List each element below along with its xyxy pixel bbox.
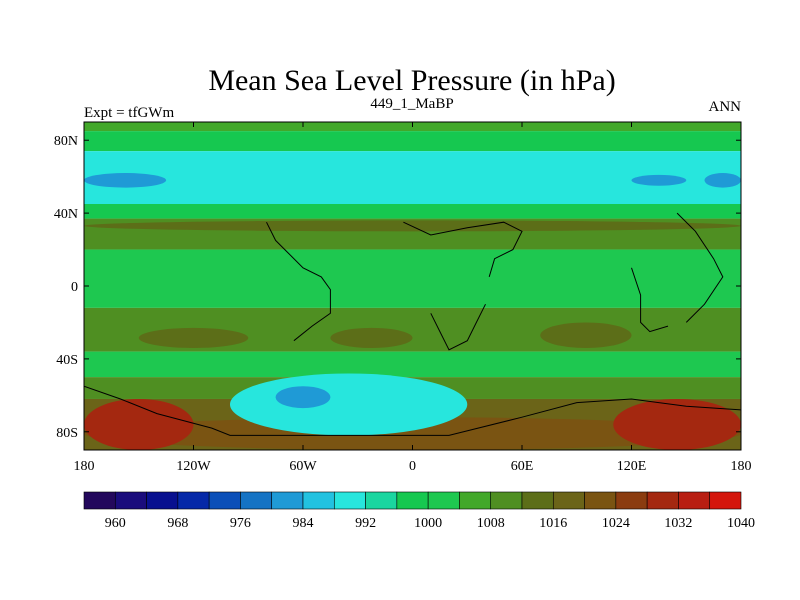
colorbar-box bbox=[646, 491, 679, 510]
coastline bbox=[676, 212, 724, 323]
colorbar-box bbox=[271, 491, 304, 510]
pressure-band bbox=[84, 249, 741, 308]
y-tick-label: 0 bbox=[71, 280, 78, 295]
colorbar-label: 968 bbox=[167, 516, 188, 531]
pressure-cell bbox=[631, 174, 687, 186]
pressure-band bbox=[84, 151, 741, 204]
coastline bbox=[266, 221, 331, 342]
y-tick-label: 40S bbox=[56, 353, 78, 368]
colorbar-label: 1008 bbox=[477, 516, 505, 531]
pressure-cell bbox=[138, 327, 249, 348]
colorbar-label: 960 bbox=[105, 516, 126, 531]
coastline bbox=[430, 303, 486, 351]
colorbar-box bbox=[521, 491, 554, 510]
colorbar-label: 1016 bbox=[539, 516, 567, 531]
y-tick-label: 80S bbox=[56, 426, 78, 441]
x-tick-label: 60E bbox=[511, 459, 534, 474]
y-tick-label: 80N bbox=[54, 134, 78, 149]
colorbar-box bbox=[490, 491, 523, 510]
pressure-cell bbox=[330, 327, 413, 348]
chart-title: Mean Sea Level Pressure (in hPa) bbox=[208, 64, 615, 97]
pressure-cell bbox=[84, 417, 741, 450]
colorbar-box bbox=[302, 491, 335, 510]
pressure-cell bbox=[613, 398, 741, 450]
left-string: Expt = tfGWm bbox=[84, 105, 174, 121]
x-tick-label: 180 bbox=[74, 459, 95, 474]
colorbar-box bbox=[427, 491, 460, 510]
center-string: 449_1_MaBP bbox=[370, 96, 453, 112]
coastline bbox=[631, 267, 669, 333]
colorbar-label: 984 bbox=[293, 516, 314, 531]
x-tick-label: 180 bbox=[731, 459, 752, 474]
colorbar-box bbox=[615, 491, 648, 510]
colorbar-box bbox=[396, 491, 429, 510]
plot-area bbox=[84, 122, 741, 450]
pressure-cell bbox=[275, 386, 331, 409]
colorbar-label: 1000 bbox=[414, 516, 442, 531]
colorbar: 960 968 976 984 992 1000 1008 1016 1024 1032 1040 bbox=[83, 491, 755, 531]
x-axis: 180 120W 60W 0 60E 120E 180 bbox=[74, 122, 752, 474]
pressure-cell bbox=[704, 173, 741, 188]
colorbar-box bbox=[709, 491, 742, 510]
colorbar-box bbox=[459, 491, 492, 510]
colorbar-label: 1040 bbox=[727, 516, 755, 531]
colorbar-label: 1024 bbox=[602, 516, 630, 531]
x-tick-label: 60W bbox=[289, 459, 317, 474]
pressure-cell bbox=[84, 398, 194, 450]
pressure-cell bbox=[84, 173, 167, 188]
coastline bbox=[84, 385, 741, 436]
colorbar-label: 992 bbox=[355, 516, 376, 531]
right-string: ANN bbox=[709, 99, 742, 115]
colorbar-box bbox=[83, 491, 116, 510]
x-tick-label: 0 bbox=[409, 459, 416, 474]
pressure-band bbox=[84, 204, 741, 219]
colorbar-box bbox=[114, 491, 147, 510]
colorbar-label: 976 bbox=[230, 516, 251, 531]
colorbar-box bbox=[365, 491, 398, 510]
colorbar-box bbox=[552, 491, 585, 510]
pressure-cell bbox=[230, 373, 468, 436]
y-axis: 80N 40N 0 40S 80S bbox=[54, 134, 741, 441]
pressure-band bbox=[84, 131, 741, 152]
y-tick-label: 40N bbox=[54, 207, 78, 222]
colorbar-box bbox=[177, 491, 210, 510]
pressure-cell bbox=[84, 220, 741, 232]
colorbar-box bbox=[584, 491, 617, 510]
colorbar-box bbox=[333, 491, 366, 510]
coastline bbox=[403, 221, 523, 278]
colorbar-box bbox=[240, 491, 273, 510]
pressure-cell bbox=[540, 322, 632, 348]
x-tick-label: 120E bbox=[617, 459, 647, 474]
colorbar-box bbox=[146, 491, 179, 510]
x-tick-label: 120W bbox=[176, 459, 211, 474]
colorbar-box bbox=[208, 491, 241, 510]
colorbar-box bbox=[678, 491, 711, 510]
colorbar-label: 1032 bbox=[664, 516, 692, 531]
pressure-band bbox=[84, 351, 741, 378]
